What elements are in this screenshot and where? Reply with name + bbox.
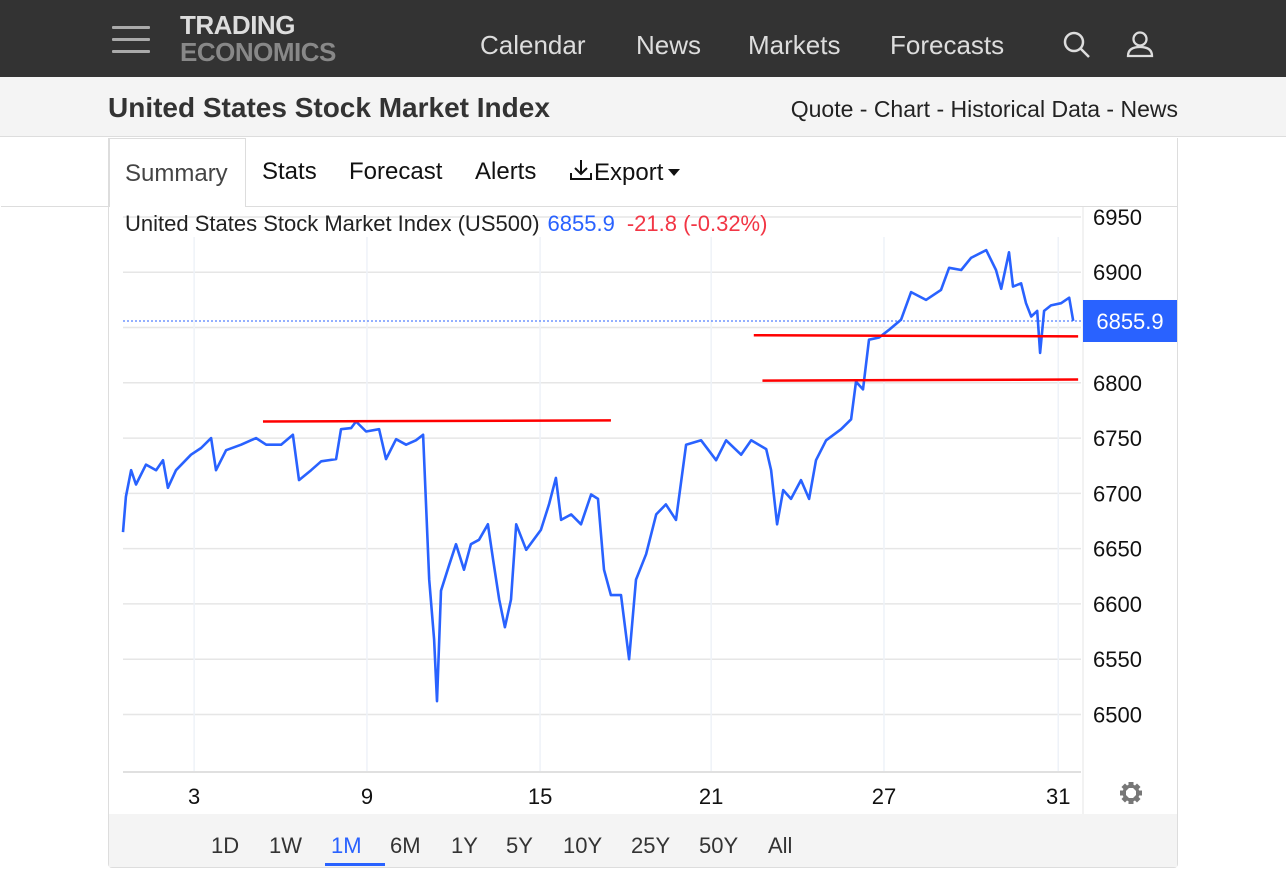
chart-legend: United States Stock Market Index (US500)… (125, 211, 767, 236)
section-links[interactable]: Quote - Chart - Historical Data - News (790, 96, 1178, 122)
range-all[interactable]: All (768, 833, 793, 858)
x-tick-label: 3 (188, 784, 200, 809)
last-price-label: 6855.9 (1096, 309, 1163, 334)
page-title: United States Stock Market Index (108, 92, 550, 123)
annotation-trendline (762, 378, 1079, 382)
y-tick-label: 6800 (1093, 371, 1142, 396)
hamburger-menu-icon[interactable] (112, 26, 150, 54)
export-button[interactable]: Export (568, 158, 681, 187)
x-tick-label: 31 (1046, 784, 1070, 809)
tab-bar: Summary Stats Forecast Alerts Export (1, 138, 1177, 207)
divider (1, 206, 109, 207)
y-tick-label: 6650 (1093, 537, 1142, 562)
range-1w[interactable]: 1W (269, 833, 302, 858)
nav-calendar[interactable]: Calendar (480, 30, 586, 60)
annotation-trendline (753, 334, 1079, 338)
range-1m[interactable]: 1M (331, 833, 362, 858)
range-selector: 1D 1W 1M 6M 1Y 5Y 10Y 25Y 50Y All (109, 814, 1177, 867)
nav-news[interactable]: News (636, 30, 702, 60)
top-navbar: TRADING ECONOMICS Calendar News Markets F… (0, 0, 1286, 77)
nav-forecasts[interactable]: Forecasts (890, 30, 1005, 60)
settings-gear-icon[interactable] (1120, 782, 1142, 804)
price-chart[interactable]: 6500 6550 6600 6650 6700 6750 6800 6900 6950 3 9 15… (109, 207, 1177, 814)
range-50y[interactable]: 50Y (699, 833, 739, 858)
download-icon (570, 160, 592, 180)
range-1d[interactable]: 1D (211, 833, 240, 858)
page-header: United States Stock Market Index Quote -… (0, 77, 1286, 137)
active-range-indicator (325, 863, 385, 866)
divider (246, 206, 1177, 207)
y-tick-label: 6600 (1093, 592, 1142, 617)
tab-summary[interactable]: Summary (109, 138, 246, 207)
range-6m[interactable]: 6M (390, 833, 421, 858)
caret-down-icon (668, 169, 681, 176)
last-price-badge (1083, 299, 1177, 342)
range-1y[interactable]: 1Y (451, 833, 478, 858)
y-tick-label: 6750 (1093, 426, 1142, 451)
export-label: Export (594, 159, 664, 186)
y-tick-label: 6700 (1093, 481, 1142, 506)
nav-markets[interactable]: Markets (748, 30, 841, 60)
legend-title: United States Stock Market Index (US500) (125, 211, 540, 236)
y-tick-label: 6550 (1093, 647, 1142, 672)
tab-forecast[interactable]: Forecast (349, 158, 443, 185)
price-line-us500 (121, 248, 1075, 703)
y-tick-label: 6900 (1093, 260, 1142, 285)
range-5y[interactable]: 5Y (506, 833, 533, 858)
annotation-trendline (262, 419, 611, 423)
x-tick-label: 15 (528, 784, 552, 809)
chart-panel: Summary Stats Forecast Alerts Export 650… (1, 138, 1178, 868)
legend-change: -21.8 (-0.32%) (627, 211, 768, 236)
search-icon[interactable] (1063, 31, 1091, 59)
x-tick-label: 21 (699, 784, 723, 809)
tab-stats[interactable]: Stats (262, 158, 317, 185)
logo[interactable]: TRADING ECONOMICS (180, 10, 336, 67)
legend-last: 6855.9 (548, 211, 615, 236)
range-25y[interactable]: 25Y (631, 833, 671, 858)
y-tick-label: 6950 (1093, 207, 1142, 230)
x-tick-label: 27 (872, 784, 896, 809)
x-tick-label: 9 (361, 784, 373, 809)
range-10y[interactable]: 10Y (563, 833, 603, 858)
y-tick-label: 6500 (1093, 703, 1142, 728)
user-icon[interactable] (1126, 30, 1154, 58)
tab-alerts[interactable]: Alerts (475, 158, 537, 185)
